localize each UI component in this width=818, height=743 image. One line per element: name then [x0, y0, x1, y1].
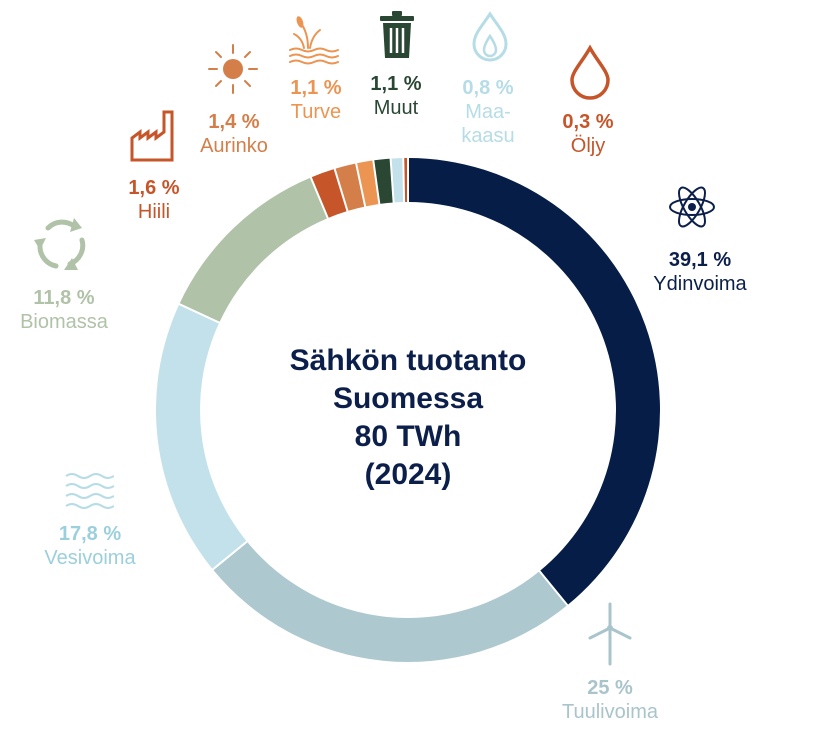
pct-biomassa: 11,8 %: [33, 287, 95, 309]
title-line-4: (2024): [364, 458, 452, 491]
slice-biomassa: [179, 177, 328, 323]
label-turve: 1,1 % Turve: [266, 76, 366, 124]
separator-biomassa: [177, 302, 221, 324]
name-oljy: Öljy: [570, 135, 606, 157]
name-tuulivoima: Tuulivoima: [562, 701, 658, 723]
title-line-2: Suomessa: [332, 382, 484, 415]
label-oljy: 0,3 % Öljy: [538, 110, 638, 158]
separator-muut: [372, 159, 381, 206]
peat-icon: [289, 16, 339, 65]
label-vesivoima: 17,8 % Vesivoima: [30, 522, 150, 570]
gas-flame-icon: [472, 11, 508, 62]
name-vesivoima: Vesivoima: [44, 547, 136, 569]
slice-aurinko: [334, 163, 366, 212]
separator-aurinko: [333, 167, 349, 213]
separator-turve: [354, 162, 367, 208]
label-ydinvoima: 39,1 % Ydinvoima: [640, 248, 760, 296]
pct-turve: 1,1 %: [290, 77, 342, 99]
slice-separators: [177, 157, 569, 607]
name-turve: Turve: [290, 101, 342, 123]
name-muut: Muut: [373, 97, 419, 119]
chart-title: Sähkön tuotanto Suomessa 80 TWh (2024): [258, 342, 558, 494]
separator-hiili: [309, 176, 330, 220]
name-biomassa: Biomassa: [20, 311, 108, 333]
pct-maakaasu: 0,8 %: [462, 77, 514, 99]
separator-vesivoima: [211, 540, 249, 571]
slice-ydinvoima: [408, 158, 661, 606]
recycle-icon: [34, 218, 86, 270]
slice-tuulivoima: [212, 541, 568, 662]
slice-vesivoima: [156, 304, 247, 570]
label-muut: 1,1 % Muut: [346, 72, 446, 120]
wind-turbine-icon: [588, 602, 632, 666]
name-ydinvoima: Ydinvoima: [653, 273, 747, 295]
label-aurinko: 1,4 % Aurinko: [184, 110, 284, 158]
name-aurinko: Aurinko: [200, 135, 268, 157]
factory-icon: [130, 110, 174, 162]
pct-aurinko: 1,4 %: [208, 111, 260, 133]
pct-ydinvoima: 39,1 %: [668, 249, 732, 271]
pct-oljy: 0,3 %: [562, 111, 614, 133]
pct-hiili: 1,6 %: [128, 177, 180, 199]
label-hiili: 1,6 % Hiili: [104, 176, 204, 224]
label-maakaasu: 0,8 % Maa- kaasu: [438, 76, 538, 148]
atom-icon: [669, 186, 715, 228]
pct-tuulivoima: 25 %: [587, 677, 633, 699]
separator-tuulivoima: [538, 569, 569, 607]
title-line-1: Sähkön tuotanto: [289, 344, 527, 377]
slice-turve: [356, 160, 380, 207]
label-tuulivoima: 25 % Tuulivoima: [550, 676, 670, 724]
sun-icon: [208, 44, 258, 94]
title-line-3: 80 TWh: [354, 420, 462, 453]
name-maakaasu: Maa- kaasu: [461, 101, 515, 147]
trash-can-icon: [380, 11, 414, 58]
donut-slices: [156, 158, 661, 662]
separator-oljy: [402, 157, 406, 204]
pct-muut: 1,1 %: [370, 73, 422, 95]
pct-vesivoima: 17,8 %: [58, 523, 122, 545]
name-hiili: Hiili: [137, 201, 171, 223]
separator-maakaasu: [389, 157, 395, 204]
label-biomassa: 11,8 % Biomassa: [4, 286, 124, 334]
oil-drop-icon: [570, 44, 610, 100]
water-waves-icon: [65, 473, 114, 509]
slice-maakaasu: [390, 158, 405, 203]
